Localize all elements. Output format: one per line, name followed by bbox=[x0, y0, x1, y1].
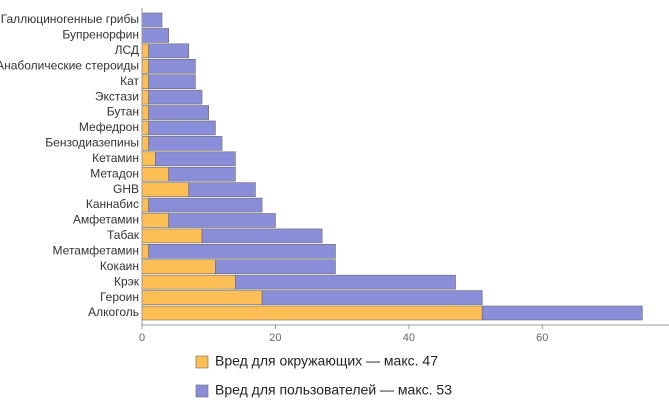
bar-segment bbox=[215, 259, 336, 275]
bar-segment bbox=[148, 58, 196, 74]
legend-label: Вред для окружающих — макс. 47 bbox=[215, 353, 438, 369]
bar-segment bbox=[141, 136, 149, 151]
bar-segment bbox=[141, 151, 156, 167]
legend-label: Вред для пользователей — макс. 53 bbox=[215, 382, 452, 398]
bar-segment bbox=[481, 305, 643, 321]
bar-segment bbox=[141, 105, 149, 120]
y-tick-label: ЛСД bbox=[115, 43, 139, 57]
x-tick-label: 60 bbox=[536, 332, 548, 344]
y-tick-label: Героин bbox=[100, 290, 139, 304]
bar-segment bbox=[141, 28, 169, 43]
bar-segment bbox=[141, 244, 149, 259]
bar-segment bbox=[168, 213, 276, 228]
y-tick-label: Экстази bbox=[95, 89, 139, 103]
bar-segment bbox=[148, 136, 223, 151]
y-tick-label: Табак bbox=[107, 228, 140, 242]
bar-segment bbox=[148, 105, 210, 120]
bar-segment bbox=[141, 58, 149, 74]
y-tick-label: Амфетамин bbox=[73, 213, 139, 227]
bar-segment bbox=[141, 89, 149, 105]
x-tick-label: 0 bbox=[139, 332, 145, 344]
x-tick-label: 20 bbox=[269, 332, 281, 344]
bar-segment bbox=[141, 166, 169, 182]
bar-segment bbox=[148, 120, 216, 136]
x-tick-label: 40 bbox=[403, 332, 415, 344]
bar-segment bbox=[148, 197, 263, 213]
y-tick-label: Каннабис bbox=[86, 197, 139, 211]
bar-segment bbox=[141, 197, 149, 213]
y-tick-label: Метадон bbox=[90, 166, 139, 180]
bar-segment bbox=[141, 213, 169, 228]
y-tick-label: Анаболические стероиды bbox=[0, 58, 139, 72]
y-tick-label: Галлюциногенные грибы bbox=[1, 12, 139, 26]
y-tick-label: Крэк bbox=[114, 274, 140, 288]
bar-segment bbox=[155, 151, 236, 167]
bar-segment bbox=[141, 274, 236, 290]
bar-segment bbox=[141, 290, 263, 305]
bar-segment bbox=[141, 228, 203, 244]
y-tick-label: Бупренорфин bbox=[62, 28, 139, 42]
bar-segment bbox=[141, 74, 149, 89]
bar-segment bbox=[141, 120, 149, 136]
y-tick-label: Бутан bbox=[107, 105, 139, 119]
bar-segment bbox=[235, 274, 456, 290]
bar-segment bbox=[141, 305, 483, 321]
y-tick-label: Бензодиазепины bbox=[45, 136, 139, 150]
bar-segment bbox=[141, 12, 163, 28]
bar-segment bbox=[148, 74, 196, 89]
legend-swatch bbox=[195, 355, 209, 369]
bar-segment bbox=[148, 43, 189, 59]
y-tick-label: Метамфетамин bbox=[53, 243, 139, 257]
bar-segment bbox=[201, 228, 323, 244]
bar-segment bbox=[141, 259, 216, 275]
bar-segment bbox=[168, 166, 236, 182]
y-tick-label: Кат bbox=[120, 74, 139, 88]
legend-swatch bbox=[195, 384, 209, 398]
bar-segment bbox=[188, 182, 256, 197]
y-tick-label: Алкоголь bbox=[88, 305, 139, 319]
bar-segment bbox=[148, 89, 203, 105]
y-tick-label: Кетамин bbox=[92, 151, 139, 165]
bar-segment bbox=[141, 182, 189, 197]
bar-segment bbox=[141, 43, 149, 59]
bar-segment bbox=[261, 290, 483, 305]
bar-segment bbox=[148, 244, 336, 259]
y-tick-label: Кокаин bbox=[100, 259, 139, 273]
y-tick-label: GHB bbox=[113, 182, 139, 196]
y-tick-label: Мефедрон bbox=[79, 120, 139, 134]
